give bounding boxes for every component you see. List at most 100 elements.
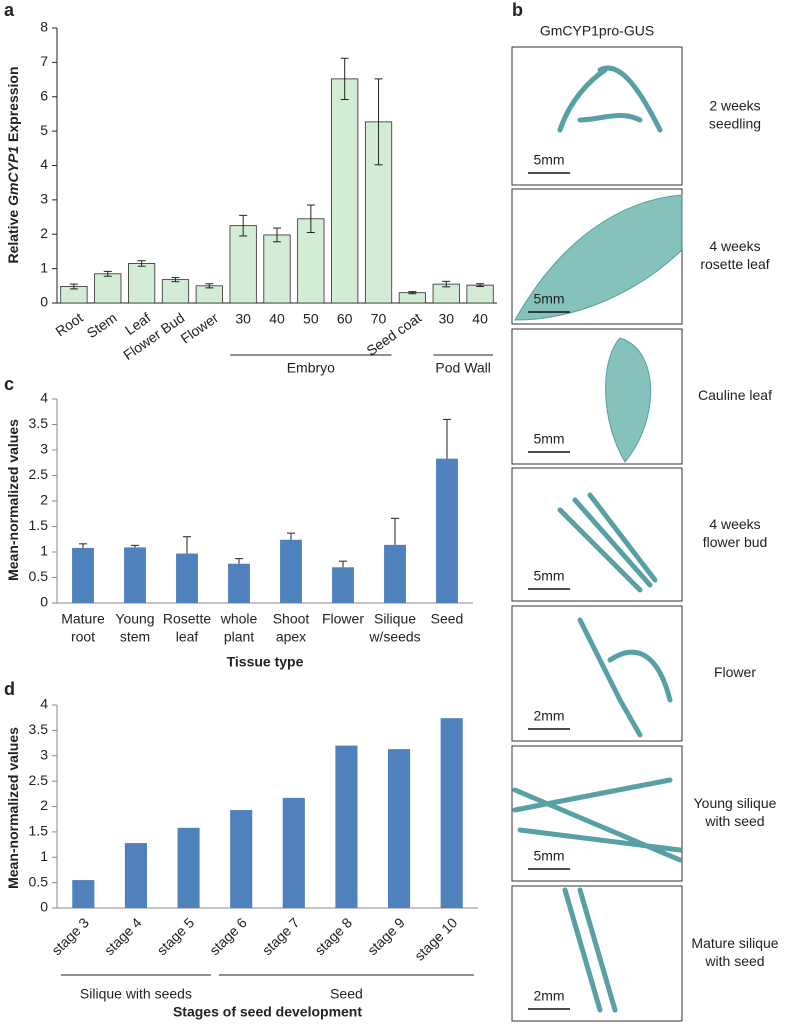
panel-label: d	[4, 679, 15, 699]
y-tick-label: 2.5	[29, 772, 49, 788]
x-tick-label: 40	[269, 311, 285, 327]
scale-label: 5mm	[533, 568, 564, 584]
x-tick-label: Flower	[322, 611, 364, 627]
x-tick-label: stage 7	[259, 914, 303, 958]
bar	[230, 810, 253, 908]
image-frame	[511, 328, 683, 465]
specimen	[514, 194, 683, 321]
scale-label: 5mm	[533, 291, 564, 307]
y-tick-label: 4	[40, 156, 48, 172]
panel-label: a	[4, 0, 15, 20]
y-tick-label: 1	[40, 848, 48, 864]
bar	[195, 285, 223, 304]
y-axis-label: Relative GmCYP1 Expression	[5, 66, 21, 263]
image-caption: 4 weeks	[709, 238, 760, 254]
panel-label: c	[4, 374, 14, 394]
y-axis-label: Mean-normalized values	[5, 419, 21, 581]
group-label: Silique with seeds	[80, 986, 192, 1002]
bar	[263, 234, 291, 304]
x-tick-label: root	[71, 629, 95, 645]
specimen	[557, 65, 663, 133]
x-tick-label: Young	[115, 611, 154, 627]
specimen	[512, 777, 683, 863]
y-tick-label: 0.5	[29, 873, 49, 889]
x-tick-label: 40	[472, 311, 488, 327]
x-tick-label: stage 8	[311, 914, 355, 958]
bar	[331, 78, 359, 304]
bar	[335, 745, 358, 908]
bar	[94, 273, 122, 304]
x-tick-label: apex	[276, 629, 306, 645]
x-tick-label: Stem	[84, 309, 120, 341]
group-label: Seed	[330, 986, 363, 1002]
scale-label: 2mm	[533, 708, 564, 724]
image-caption: Flower	[714, 664, 756, 680]
x-tick-label: Root	[52, 309, 85, 339]
x-tick-label: Flower	[178, 309, 222, 346]
group-label: Pod Wall	[435, 360, 491, 376]
image-caption: Young silique	[694, 795, 777, 811]
x-tick-label: Silique	[374, 611, 416, 627]
bar	[124, 843, 147, 908]
bar	[124, 547, 146, 603]
image-caption: Mature silique	[691, 935, 778, 951]
x-tick-label: stage 9	[364, 914, 408, 958]
specimen	[562, 887, 618, 1013]
specimen	[605, 337, 652, 463]
x-tick-label: Rosette	[163, 611, 211, 627]
x-tick-label: Mature	[61, 611, 105, 627]
y-tick-label: 0	[40, 594, 48, 610]
bar	[282, 797, 305, 908]
x-axis-label: Tissue type	[227, 654, 304, 670]
y-axis-label-part: Relative	[5, 210, 21, 264]
bar	[161, 279, 190, 304]
y-tick-label: 1.5	[29, 823, 49, 839]
y-tick-label: 3.5	[29, 415, 49, 431]
bar	[229, 225, 257, 304]
bar	[398, 292, 426, 304]
y-tick-label: 1	[40, 259, 48, 275]
x-tick-label: stage 5	[154, 914, 198, 958]
bar	[466, 284, 494, 304]
y-tick-label: 4	[40, 390, 48, 406]
x-tick-label: Seed	[431, 611, 464, 627]
x-tick-label: 70	[371, 311, 387, 327]
image-frame	[511, 605, 683, 742]
x-tick-label: w/seeds	[368, 629, 420, 645]
y-tick-label: 5	[40, 122, 48, 138]
x-tick-label: whole	[220, 611, 258, 627]
bar	[72, 547, 94, 603]
x-tick-label: stage 4	[101, 914, 145, 958]
image-caption: 4 weeks	[709, 516, 760, 532]
image-caption: 2 weeks	[709, 98, 760, 114]
x-tick-label: 30	[438, 311, 454, 327]
y-tick-label: 3	[40, 746, 48, 762]
bar	[388, 749, 411, 908]
bar	[72, 880, 95, 908]
y-tick-label: 2	[40, 492, 48, 508]
bar	[440, 718, 463, 908]
panel-label: b	[512, 0, 523, 20]
image-caption: flower bud	[703, 534, 768, 550]
bar	[384, 544, 406, 603]
scale-label: 5mm	[533, 848, 564, 864]
y-axis-label-part: Mean-normalized values	[5, 727, 21, 889]
x-tick-label: stage 3	[48, 914, 92, 958]
x-axis-label: Stages of seed development	[173, 1004, 362, 1020]
x-tick-label: 30	[235, 311, 251, 327]
x-tick-label: plant	[224, 629, 254, 645]
y-tick-label: 2	[40, 225, 48, 241]
y-tick-label: 0	[40, 899, 48, 915]
y-tick-label: 3.5	[29, 721, 49, 737]
image-frame	[511, 745, 683, 882]
y-tick-label: 0	[40, 294, 48, 310]
y-tick-label: 3	[40, 441, 48, 457]
y-axis-label: Mean-normalized values	[5, 727, 21, 889]
x-tick-label: stage 6	[206, 914, 250, 958]
image-caption: Cauline leaf	[698, 387, 772, 403]
image-caption: with seed	[704, 813, 764, 829]
image-panel-title: GmCYP1pro-GUS	[540, 23, 654, 39]
x-tick-label: 60	[337, 311, 353, 327]
x-tick-label: 50	[303, 311, 319, 327]
